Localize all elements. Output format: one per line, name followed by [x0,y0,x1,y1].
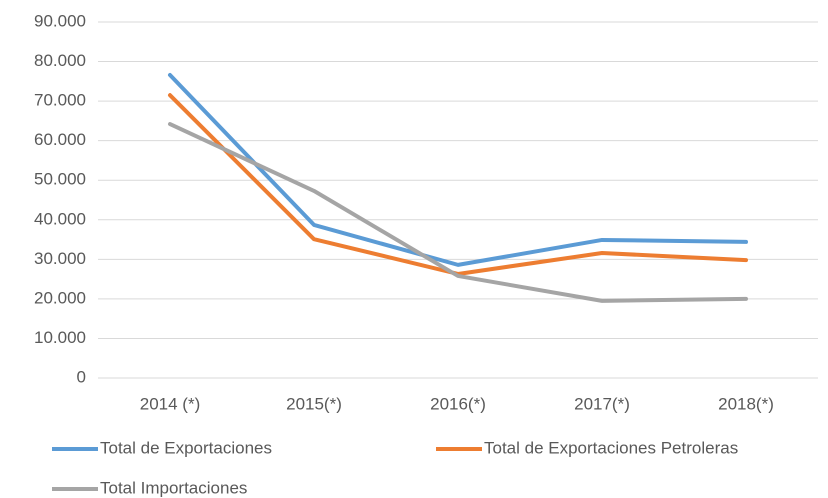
series-line [168,73,748,267]
y-tick-label: 70.000 [34,91,86,110]
y-tick-label: 0 [77,367,86,386]
y-tick-label: 20.000 [34,288,86,307]
x-tick-label: 2018(*) [718,394,774,413]
series-line [168,122,748,303]
x-tick-label: 2017(*) [574,394,630,413]
y-tick-label: 80.000 [34,51,86,70]
x-tick-label: 2015(*) [286,394,342,413]
x-tick-label: 2016(*) [430,394,486,413]
y-tick-label: 10.000 [34,328,86,347]
y-tick-label: 90.000 [34,11,86,30]
y-tick-label: 40.000 [34,209,86,228]
legend-label: Total Importaciones [100,478,247,497]
x-tick-label: 2014 (*) [140,394,200,413]
y-tick-label: 50.000 [34,170,86,189]
y-tick-label: 30.000 [34,249,86,268]
y-tick-label: 60.000 [34,130,86,149]
legend-label: Total de Exportaciones Petroleras [484,438,738,457]
legend-label: Total de Exportaciones [100,438,272,457]
series-line [168,93,748,276]
